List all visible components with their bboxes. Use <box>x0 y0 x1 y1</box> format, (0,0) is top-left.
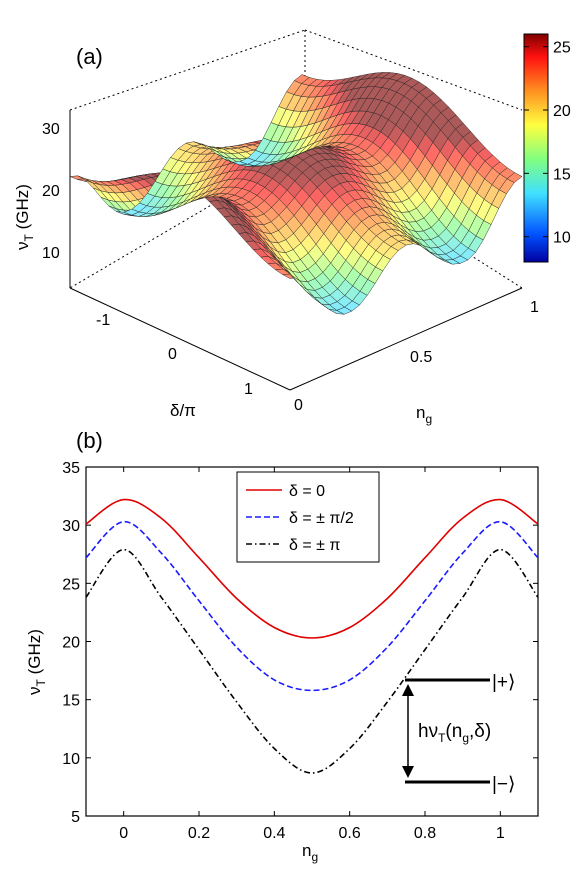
colorbar-tick-label: 25 <box>553 40 571 57</box>
z-axis-ticks: 10 20 30 <box>42 121 60 262</box>
y-tick-label: 0 <box>294 397 303 414</box>
y-tick-label: 35 <box>62 460 80 477</box>
legend-entry: δ = ± π <box>289 537 340 554</box>
surface-patch <box>293 74 310 84</box>
x-tick-label: 1 <box>244 381 253 398</box>
y-tick-label: 20 <box>62 635 80 652</box>
y-tick-label: 0.5 <box>410 349 432 366</box>
y-tick-label: 30 <box>62 518 80 535</box>
y-tick-label: 1 <box>530 299 539 316</box>
series-line-0 <box>85 498 539 639</box>
upper-state-label: |+⟩ <box>492 672 515 693</box>
colorbar-tick-label: 20 <box>553 103 571 120</box>
panel-b-series <box>85 498 539 774</box>
z-tick-label: 30 <box>42 121 60 138</box>
x-tick-label: 0.2 <box>188 825 210 842</box>
transition-energy-label: hνT(ng,δ) <box>418 721 491 745</box>
energy-level-inset: |+⟩ |−⟩ hνT(ng,δ) <box>402 672 515 795</box>
y-tick-label: 15 <box>62 693 80 710</box>
x-tick-label: 0.4 <box>263 825 285 842</box>
y-axis-ticks: 0 0.5 1 <box>294 299 539 414</box>
y-axis-label: νT (GHz) <box>25 629 48 695</box>
series-line-2 <box>85 548 539 774</box>
surface-mesh <box>69 72 523 315</box>
z-tick-label: 20 <box>42 183 60 200</box>
panel-a-label: (a) <box>76 44 103 69</box>
colorbar-tick-label: 10 <box>553 230 571 247</box>
x-tick-label: 0 <box>119 825 128 842</box>
x-axis-label: δ/π <box>170 401 196 420</box>
legend-entry: δ = ± π/2 <box>289 510 354 527</box>
x-tick-label: 0.6 <box>339 825 361 842</box>
panel-b-label: (b) <box>76 428 103 453</box>
x-axis-label: ng <box>302 841 318 864</box>
legend: δ = 0 δ = ± π/2 δ = ± π <box>236 471 380 563</box>
z-tick-label: 10 <box>42 245 60 262</box>
series-line-1 <box>85 520 539 692</box>
legend-entry: δ = 0 <box>289 483 325 500</box>
panel-a-surface-plot: 10 20 30 νT (GHz) -1 0 1 δ/π 0 0.5 1 ng … <box>13 29 571 426</box>
y-tick-label: 25 <box>62 576 80 593</box>
colorbar-tick-label: 15 <box>553 166 571 183</box>
colorbar: 10 15 20 25 <box>523 33 571 263</box>
y-axis-label: ng <box>416 403 432 426</box>
x-tick-label: -1 <box>96 312 110 329</box>
x-tick-label: 0 <box>168 346 177 363</box>
x-tick-label: 0.8 <box>414 825 436 842</box>
x-axis-ticks: -1 0 1 <box>96 312 253 398</box>
y-tick-label: 10 <box>62 751 80 768</box>
x-tick-label: 1 <box>496 825 505 842</box>
lower-state-label: |−⟩ <box>492 774 515 795</box>
z-axis-label: νT (GHz) <box>13 184 36 250</box>
y-tick-label: 5 <box>71 809 80 826</box>
